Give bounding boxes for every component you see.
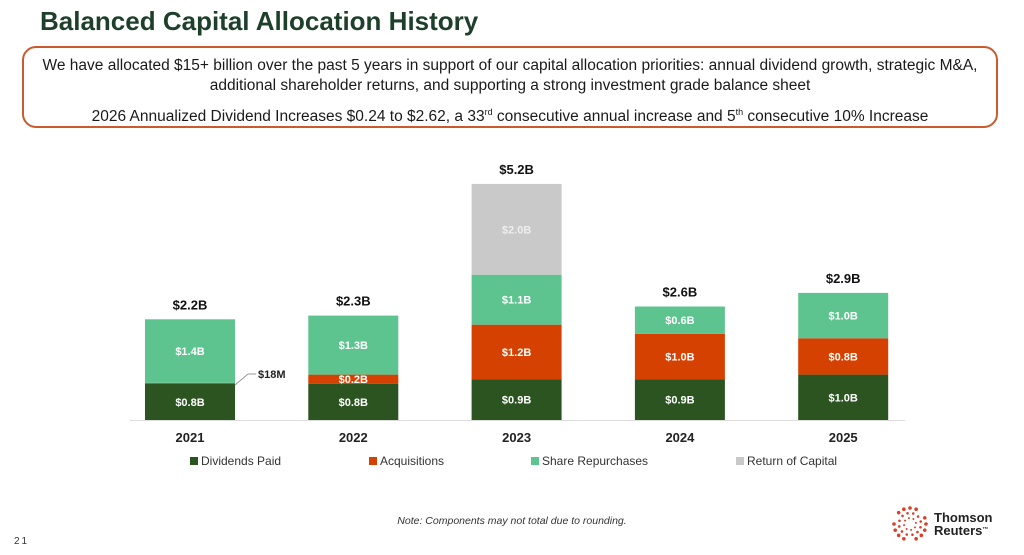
bar-segment-acquisitions [145, 382, 235, 384]
bar-segment-dividends-paid [634, 379, 725, 420]
annotation-label: $18M [258, 369, 286, 381]
bar-segment-share-repurchases [634, 306, 725, 334]
legend-swatch [736, 457, 744, 465]
x-tick-label: 2025 [829, 430, 858, 445]
legend-label: Return of Capital [747, 454, 837, 468]
bar-segment-dividends-paid [145, 383, 235, 420]
segment-label: $1.0B [829, 311, 858, 323]
segment-label: $1.2B [502, 347, 531, 359]
bar-segment-share-repurchases [471, 274, 562, 325]
segment-label: $0.2B [339, 374, 368, 386]
segment-label: $0.9B [502, 395, 531, 407]
total-label: $5.2B [499, 162, 534, 177]
bar-segment-acquisitions [308, 374, 399, 384]
stacked-bar-chart: $0.8B $1.4B $2.2B 2021 $0.8B $0.2B $1.3B $2.3B 2… [130, 162, 905, 468]
total-label: $2.3B [336, 294, 371, 309]
total-label: $2.6B [663, 285, 698, 300]
callout-line-2: 2026 Annualized Dividend Increases $0.24… [91, 107, 929, 126]
legend-swatch [369, 457, 377, 465]
bar-segment-acquisitions [634, 333, 725, 380]
page-number: 21 [14, 536, 30, 547]
total-label: $2.2B [173, 297, 208, 312]
legend-swatch [190, 457, 198, 465]
thomson-reuters-logo: Thomson Reuters™ [892, 506, 993, 542]
legend-swatch [531, 457, 539, 465]
annotation-leader [234, 373, 256, 386]
callout-box: We have allocated $15+ billion over the … [22, 46, 998, 128]
segment-label: $0.8B [829, 351, 858, 363]
segment-label: $0.8B [175, 397, 204, 409]
legend-label: Acquisitions [380, 454, 444, 468]
footnote: Note: Components may not total due to ro… [397, 515, 627, 527]
bar-segment-share-repurchases [798, 292, 889, 339]
segment-label: $0.6B [665, 315, 694, 327]
legend-label: Share Repurchases [542, 454, 648, 468]
x-tick-label: 2024 [665, 430, 695, 445]
segment-label: $1.0B [665, 351, 694, 363]
total-label: $2.9B [826, 271, 861, 286]
segment-label: $1.1B [502, 295, 531, 307]
bar-segment-acquisitions [798, 338, 889, 375]
bar-segment-share-repurchases [308, 315, 399, 375]
segment-label: $1.0B [829, 392, 858, 404]
segment-label: $1.4B [175, 346, 204, 358]
x-tick-label: 2021 [176, 430, 205, 445]
segment-label: $0.9B [665, 395, 694, 407]
bar-segment-dividends-paid [471, 379, 562, 420]
bar-segment-acquisitions [471, 324, 562, 380]
logo-dots-icon [892, 506, 928, 541]
callout-line-1: We have allocated $15+ billion over the … [42, 57, 978, 94]
bar-segment-return-of-capital [471, 183, 562, 275]
segment-label: $2.0B [502, 224, 531, 236]
segment-label: $1.3B [339, 340, 368, 352]
page-title: Balanced Capital Allocation History [40, 6, 479, 36]
x-tick-label: 2022 [339, 430, 368, 445]
legend-label: Dividends Paid [201, 454, 281, 468]
bar-segment-dividends-paid [308, 383, 399, 420]
x-tick-label: 2023 [502, 430, 531, 445]
segment-label: $0.8B [339, 397, 368, 409]
bar-segment-dividends-paid [798, 374, 889, 420]
bar-segment-share-repurchases [145, 319, 235, 383]
